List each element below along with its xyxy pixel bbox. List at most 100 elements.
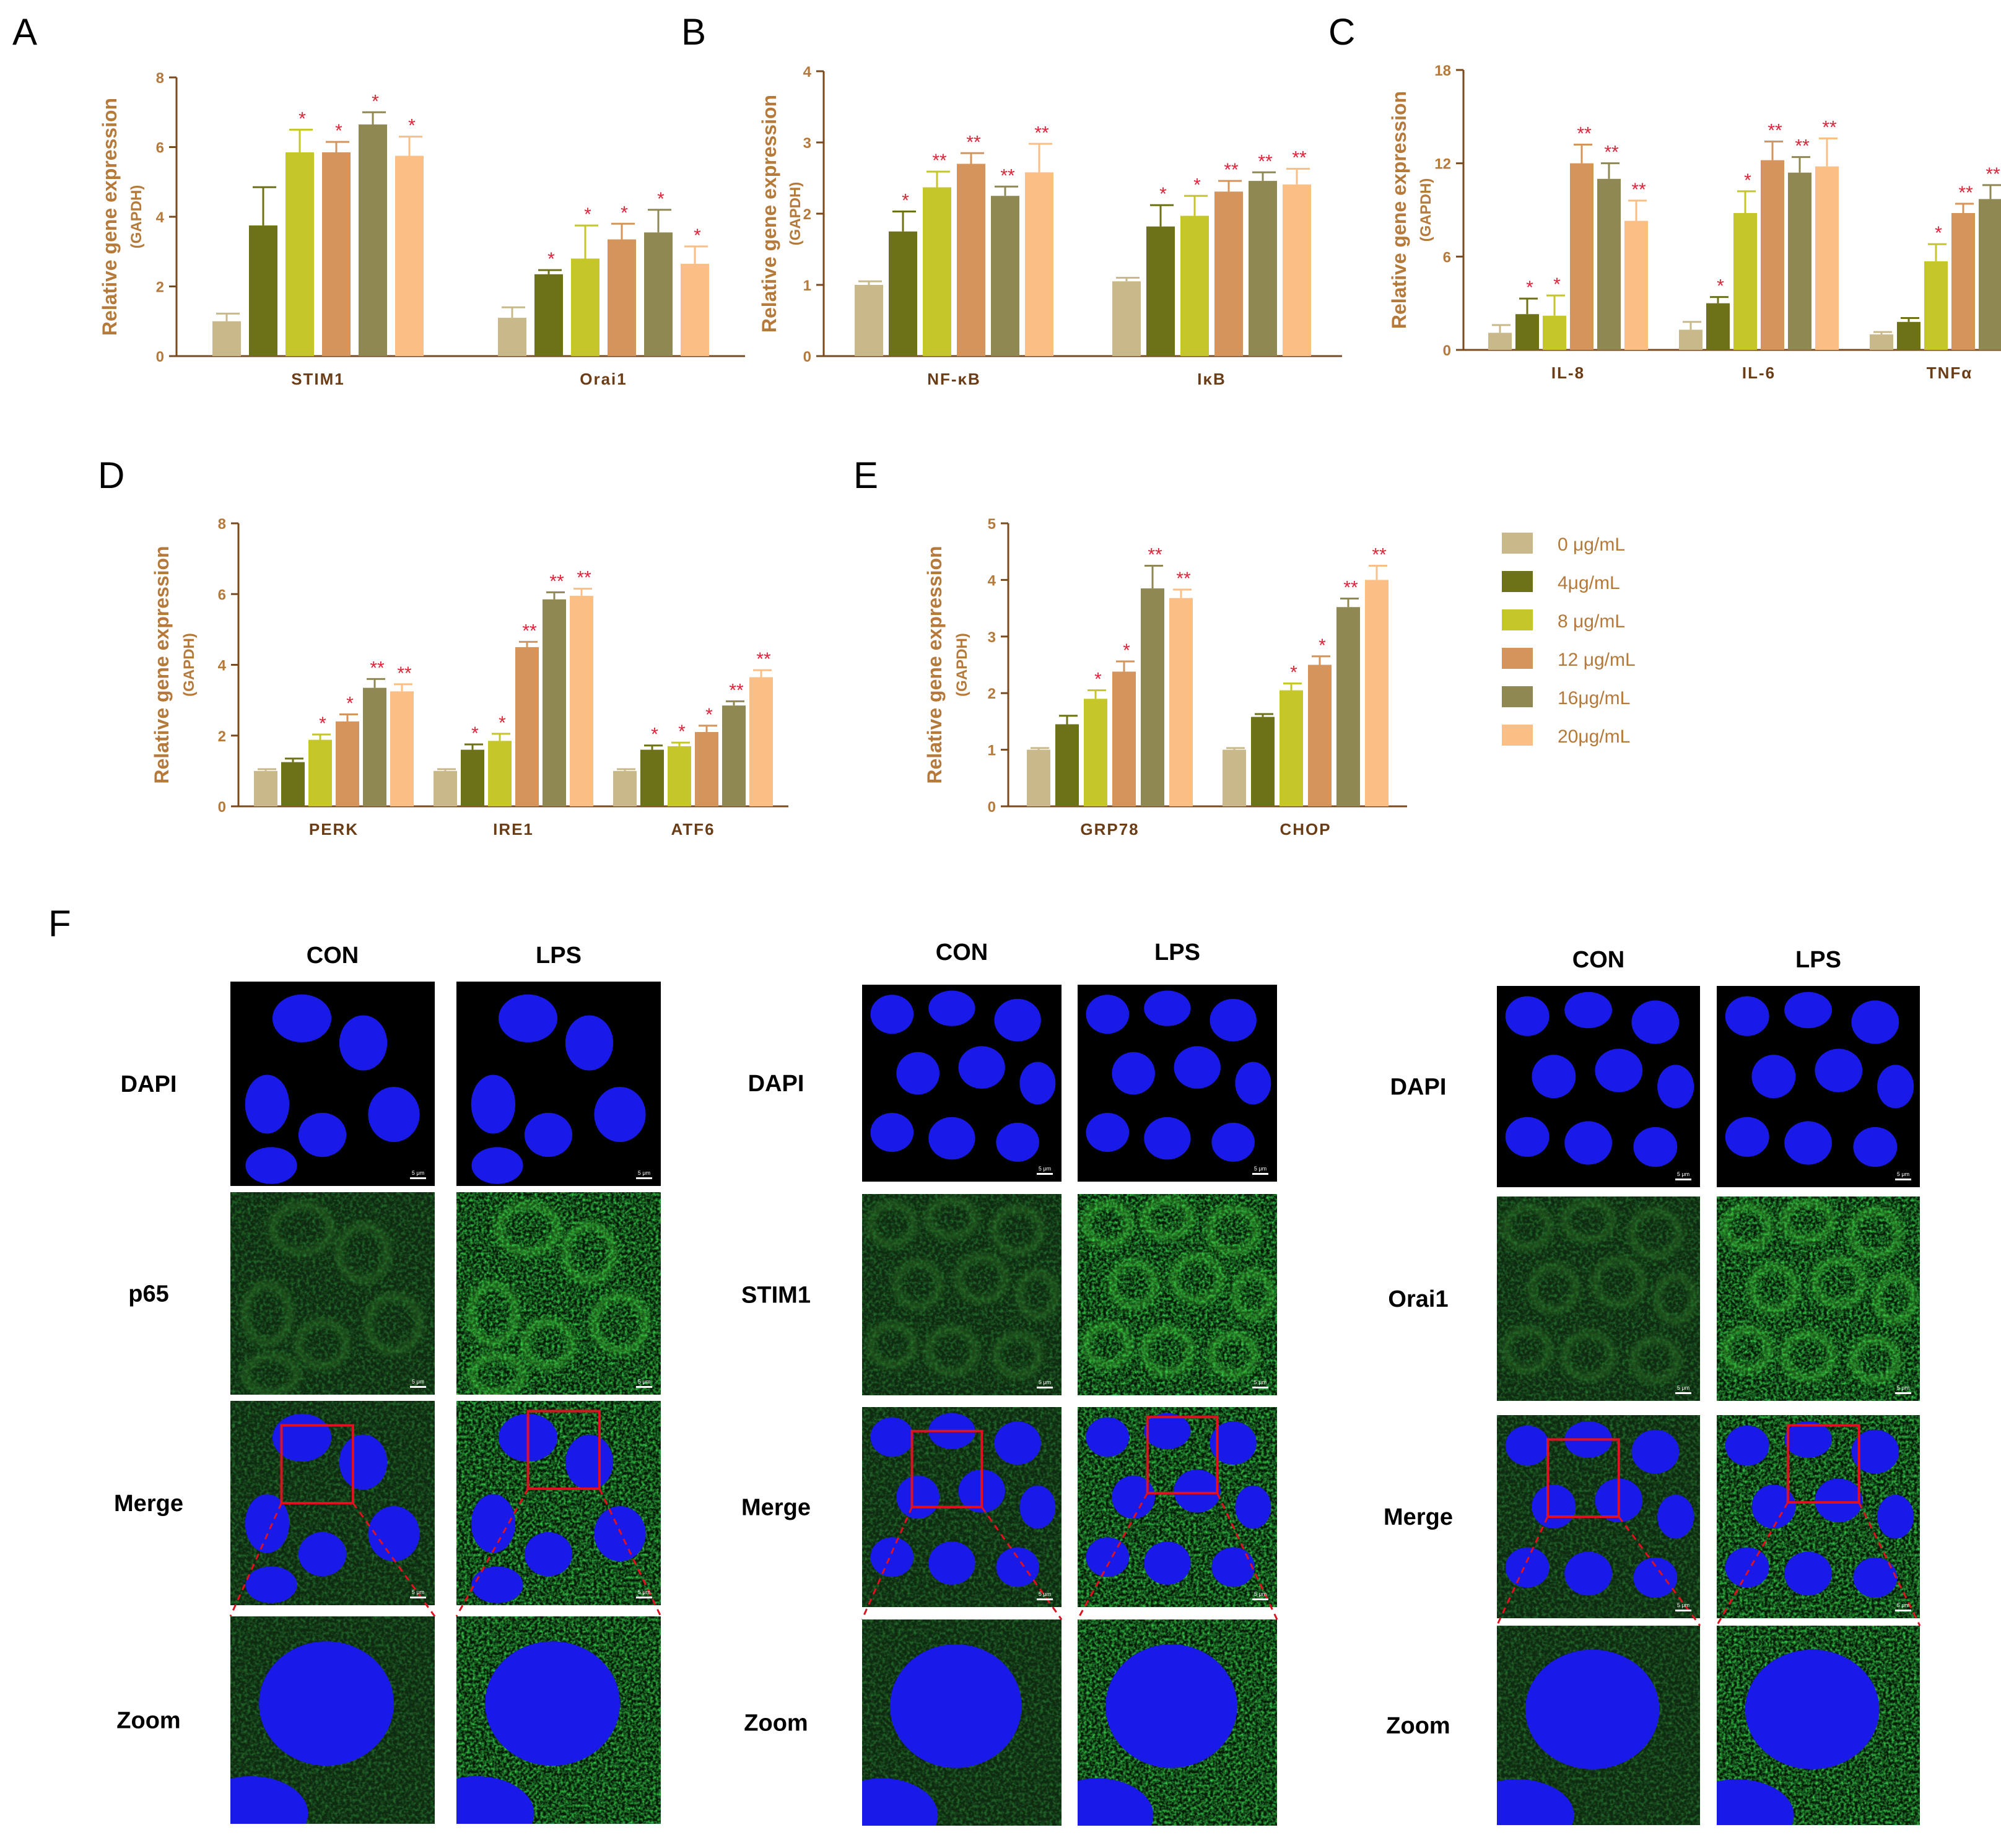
- y-axis-subtitle: (GAPDH): [128, 185, 145, 249]
- category-label: NF-κB: [927, 370, 981, 388]
- bar: [889, 231, 917, 356]
- significance-mark: *: [1717, 276, 1724, 297]
- zoom-guide-line: [598, 1488, 662, 1617]
- scale-bar-label: 5 μm: [412, 1170, 424, 1176]
- scale-bar-label: 5 μm: [1254, 1379, 1266, 1385]
- y-tick-label: 6: [156, 140, 164, 157]
- bar: [1249, 181, 1277, 356]
- panel-letter-d: D: [98, 455, 124, 496]
- scale-bar: [1252, 1598, 1268, 1600]
- significance-mark: **: [729, 680, 744, 700]
- y-tick-label: 2: [803, 206, 811, 223]
- significance-mark: *: [1553, 274, 1561, 295]
- legend-swatch: [1502, 686, 1533, 707]
- legend-swatch: [1502, 533, 1533, 554]
- bar: [461, 749, 484, 806]
- y-axis-subtitle: (GAPDH): [1418, 178, 1434, 242]
- micrograph-zoom-lps: [1717, 1626, 1920, 1825]
- row-label: Zoom: [744, 1711, 808, 1737]
- y-axis-subtitle: (GAPDH): [787, 182, 804, 246]
- bar: [1788, 172, 1811, 350]
- bar: [1141, 588, 1164, 806]
- bar: [286, 152, 314, 356]
- significance-mark: **: [1258, 151, 1273, 172]
- bar: [1679, 329, 1702, 350]
- significance-mark: *: [346, 693, 354, 713]
- significance-mark: **: [1986, 164, 2000, 185]
- scale-bar: [1037, 1173, 1053, 1175]
- significance-mark: *: [299, 108, 306, 129]
- category-label: IκB: [1197, 370, 1226, 388]
- significance-mark: *: [902, 191, 909, 211]
- micrograph-zoom-con: [1497, 1626, 1700, 1825]
- y-tick-label: 0: [988, 799, 996, 816]
- micrograph-merge-con: 5 μm: [861, 1407, 1063, 1620]
- bar: [1597, 178, 1621, 350]
- zoom-guide-line: [1715, 1502, 1789, 1626]
- bar: [1624, 220, 1648, 350]
- micrograph-zoom-con: [230, 1616, 435, 1824]
- scale-bar-label: 5 μm: [1897, 1385, 1909, 1391]
- legend-swatch: [1502, 571, 1533, 592]
- bar: [363, 687, 386, 806]
- category-label: STIM1: [291, 370, 345, 388]
- bar: [322, 152, 351, 356]
- significance-mark: **: [1822, 117, 1837, 137]
- bar: [1169, 598, 1193, 806]
- significance-mark: **: [966, 132, 981, 152]
- y-tick-label: 5: [988, 516, 996, 533]
- scale-bar-label: 5 μm: [1039, 1166, 1051, 1172]
- legend-label: 20μg/mL: [1558, 726, 1630, 747]
- bar: [1979, 199, 2001, 350]
- scale-bar: [1037, 1598, 1053, 1600]
- y-tick-label: 0: [156, 349, 164, 365]
- significance-mark: *: [547, 249, 555, 269]
- column-header: LPS: [1154, 939, 1200, 965]
- significance-mark: *: [694, 225, 701, 246]
- micrograph-merge-lps: 5 μm: [1715, 1415, 1921, 1626]
- microscopy-block-3: CON LPS DAPI 5 μm 5 μm Orai1 5 μm 5 μm Merge 5 μm…: [1384, 947, 1921, 1825]
- zoom-guide-line: [1618, 1516, 1701, 1626]
- scale-bar: [410, 1177, 426, 1179]
- y-tick-label: 4: [803, 64, 812, 81]
- bar: [1112, 671, 1136, 806]
- significance-mark: **: [1577, 124, 1592, 144]
- bar: [434, 770, 457, 806]
- scale-bar: [410, 1386, 426, 1388]
- scale-bar: [1675, 1610, 1691, 1611]
- micrograph-dapi-con: 5 μm: [1497, 986, 1700, 1187]
- bar: [1570, 163, 1593, 350]
- bar: [515, 647, 539, 806]
- significance-mark: *: [1290, 663, 1297, 683]
- scale-bar-label: 5 μm: [1254, 1591, 1266, 1597]
- y-axis-title: Relative gene expression: [923, 546, 946, 783]
- category-label: Orai1: [580, 370, 627, 388]
- bar: [1280, 690, 1303, 806]
- zoom-guide-line: [1216, 1493, 1278, 1620]
- row-label: DAPI: [121, 1071, 177, 1097]
- y-axis-subtitle: (GAPDH): [181, 633, 198, 697]
- scale-bar: [410, 1597, 426, 1598]
- significance-mark: **: [1768, 121, 1782, 141]
- bar: [308, 739, 332, 806]
- bar: [1180, 216, 1209, 356]
- microscopy-block-1: CON LPS DAPI 5 μm 5 μm p65 5 μm 5 μm Merge 5 μm 5 …: [114, 943, 662, 1824]
- legend-label: 8 μg/mL: [1558, 611, 1625, 632]
- y-axis-title: Relative gene expression: [758, 95, 780, 333]
- scale-bar: [636, 1177, 652, 1179]
- significance-mark: *: [657, 189, 665, 209]
- y-tick-label: 4: [156, 209, 165, 226]
- y-tick-label: 8: [156, 70, 164, 87]
- zoom-guide-line: [455, 1488, 529, 1617]
- scale-bar: [1895, 1392, 1911, 1394]
- bar: [359, 124, 387, 356]
- zoom-guide-line: [861, 1506, 913, 1620]
- row-label: p65: [128, 1281, 168, 1307]
- significance-mark: **: [1372, 545, 1387, 565]
- scale-bar-label: 5 μm: [1039, 1591, 1051, 1597]
- y-tick-label: 4: [218, 658, 227, 674]
- category-label: IRE1: [493, 820, 534, 839]
- zoom-region-box: [1546, 1438, 1620, 1519]
- bar: [681, 263, 709, 356]
